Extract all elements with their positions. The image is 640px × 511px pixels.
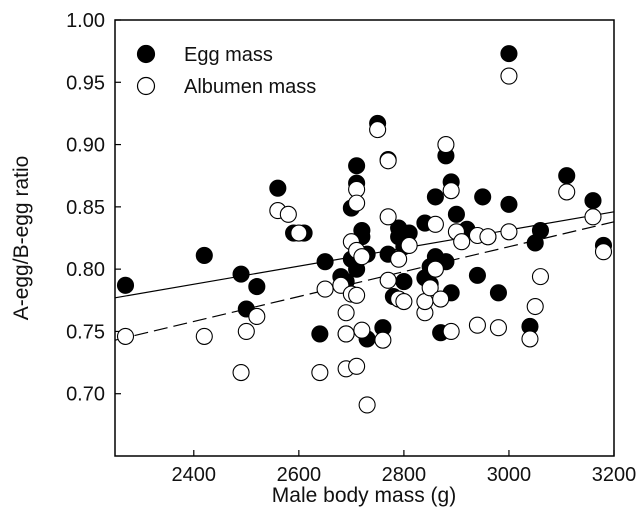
albumen-mass-point bbox=[348, 286, 366, 304]
albumen-mass-point bbox=[337, 325, 355, 343]
albumen-mass-point bbox=[232, 363, 250, 382]
egg-mass-point bbox=[531, 221, 550, 240]
albumen-mass-point bbox=[248, 307, 266, 326]
albumen-mass-point bbox=[558, 183, 576, 201]
x-tick-label: 2400 bbox=[172, 464, 217, 486]
albumen-mass-point bbox=[379, 152, 397, 170]
albumen-mass-point bbox=[437, 136, 455, 154]
axis-ticks: 2400 2600 2800 3000 3200 0.70 0.75 0.80 0.85 0.90… bbox=[66, 10, 636, 486]
albumen-mass-point bbox=[395, 292, 413, 311]
y-tick-label: 1.00 bbox=[66, 10, 105, 32]
albumen-mass-point bbox=[421, 279, 439, 297]
egg-mass-point bbox=[316, 253, 334, 271]
legend-marker-albumen-mass bbox=[136, 76, 156, 96]
legend-label-egg-mass: Egg mass bbox=[184, 44, 273, 66]
egg-mass-point bbox=[489, 284, 507, 302]
x-tick-label: 2600 bbox=[277, 464, 322, 486]
plot-frame bbox=[114, 19, 615, 457]
egg-mass-point bbox=[348, 157, 366, 175]
y-tick-label: 0.95 bbox=[66, 72, 105, 94]
albumen-mass-point bbox=[521, 330, 539, 348]
albumen-mass-point bbox=[311, 363, 329, 382]
legend-marker-egg-mass bbox=[136, 44, 156, 64]
y-tick-label: 0.75 bbox=[66, 321, 105, 343]
albumen-mass-point bbox=[500, 223, 518, 241]
egg-mass-point bbox=[468, 266, 486, 284]
albumen-mass-point bbox=[442, 322, 460, 340]
albumen-mass-point bbox=[369, 121, 387, 139]
albumen-mass-point bbox=[316, 280, 334, 298]
egg-mass-point bbox=[395, 273, 413, 291]
x-tick-label: 3200 bbox=[592, 464, 637, 486]
albumen-mass-point bbox=[526, 297, 544, 316]
albumen-mass-point bbox=[468, 316, 486, 334]
egg-mass-point bbox=[116, 276, 135, 294]
albumen-mass-point bbox=[531, 268, 550, 286]
y-tick-label: 0.80 bbox=[66, 259, 105, 281]
albumen-mass-point bbox=[400, 236, 418, 255]
albumen-mass-point bbox=[489, 319, 507, 337]
egg-mass-point bbox=[558, 167, 576, 185]
x-axis-label: Male body mass (g) bbox=[272, 484, 456, 507]
x-tick-label: 3000 bbox=[487, 464, 532, 486]
albumen-mass-point bbox=[379, 208, 397, 226]
albumen-mass-point bbox=[195, 327, 213, 345]
egg-mass-point bbox=[584, 192, 602, 210]
egg-mass-point bbox=[232, 265, 250, 283]
albumen-mass-point bbox=[279, 205, 297, 223]
albumen-mass-point bbox=[353, 248, 371, 266]
albumen-mass-point bbox=[379, 271, 397, 289]
data-points bbox=[116, 45, 613, 414]
albumen-mass-point bbox=[442, 182, 460, 200]
albumen-mass-point bbox=[353, 321, 371, 339]
egg-mass-point bbox=[269, 179, 287, 197]
y-axis-label: A-egg/B-egg ratio bbox=[10, 156, 33, 321]
albumen-mass-point bbox=[426, 215, 444, 233]
albumen-mass-point bbox=[453, 233, 471, 251]
y-tick-label: 0.85 bbox=[66, 197, 105, 219]
egg-mass-point bbox=[474, 188, 492, 206]
albumen-mass-point bbox=[348, 194, 366, 212]
albumen-mass-point bbox=[432, 290, 450, 308]
x-tick-label: 2800 bbox=[382, 464, 427, 486]
albumen-mass-point bbox=[500, 67, 518, 85]
albumen-mass-point bbox=[237, 322, 255, 340]
egg-mass-point bbox=[311, 325, 329, 343]
egg-mass-point bbox=[195, 246, 213, 264]
albumen-mass-point bbox=[374, 331, 392, 349]
albumen-mass-point bbox=[337, 304, 355, 322]
y-tick-label: 0.70 bbox=[66, 384, 105, 406]
legend-label-albumen-mass: Albumen mass bbox=[184, 76, 316, 98]
albumen-mass-point bbox=[116, 327, 135, 345]
albumen-mass-point bbox=[426, 260, 444, 278]
egg-mass-point bbox=[500, 195, 518, 213]
albumen-mass-point bbox=[290, 224, 308, 242]
egg-mass-point bbox=[447, 205, 465, 223]
albumen-mass-point bbox=[584, 208, 602, 226]
egg-mass-point bbox=[426, 188, 444, 206]
albumen-mass-point bbox=[358, 396, 376, 414]
albumen-mass-point bbox=[348, 357, 366, 375]
albumen-mass-point bbox=[594, 243, 613, 261]
albumen-mass-point bbox=[479, 228, 497, 246]
albumen-mass-point bbox=[390, 250, 408, 268]
egg-mass-point bbox=[500, 45, 518, 63]
egg-mass-point bbox=[248, 278, 266, 296]
legend: Egg mass Albumen mass bbox=[136, 44, 316, 98]
y-tick-label: 0.90 bbox=[66, 135, 105, 157]
